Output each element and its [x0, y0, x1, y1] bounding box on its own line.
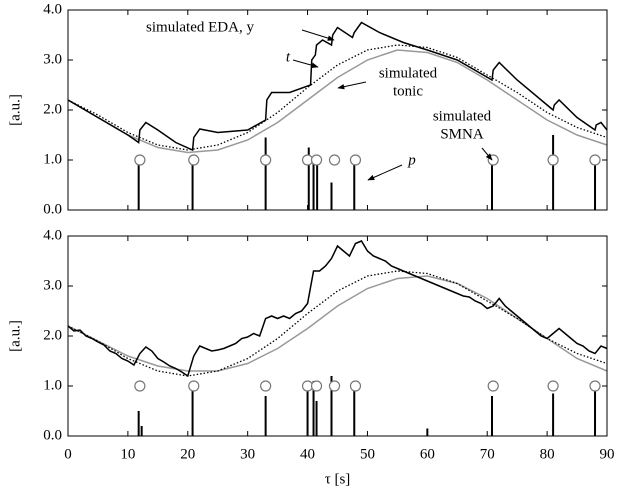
- line: [67, 49, 608, 154]
- y-tick-label: 0.0: [43, 201, 62, 217]
- y-tick-label: 3.0: [43, 51, 62, 67]
- annotation: t: [286, 49, 291, 65]
- event-marker: [349, 380, 362, 392]
- event-marker: [310, 380, 323, 392]
- x-tick-label: 10: [120, 446, 135, 462]
- x-tick-label: 40: [300, 446, 315, 462]
- event-marker: [310, 154, 323, 166]
- x-tick-label: 80: [540, 446, 555, 462]
- plot-frame: [67, 9, 608, 211]
- event-marker: [487, 380, 499, 392]
- annotation: SMNA: [440, 126, 484, 142]
- event-marker: [328, 380, 341, 392]
- event-marker: [589, 380, 601, 392]
- y-axis-label: [a.u.]: [7, 320, 23, 352]
- event-marker: [260, 380, 272, 392]
- y-tick-label: 1.0: [43, 377, 62, 393]
- y-tick-label: 4.0: [43, 227, 62, 243]
- plot-frame: [67, 235, 608, 437]
- event-marker: [134, 154, 146, 166]
- y-tick-label: 2.0: [43, 101, 62, 117]
- line: [67, 21, 608, 152]
- event-marker: [328, 154, 341, 166]
- annotation-arrow: [481, 147, 493, 161]
- event-marker: [547, 154, 559, 166]
- annotation: simulated EDA, y: [146, 19, 254, 35]
- annotation-arrow: [367, 164, 403, 181]
- y-tick-label: 4.0: [43, 1, 62, 17]
- x-tick-label: 0: [64, 446, 72, 462]
- annotation-arrow: [337, 81, 367, 90]
- x-axis-label: τ [s]: [325, 471, 351, 487]
- annotation: p: [407, 152, 416, 168]
- event-marker: [134, 380, 146, 392]
- line: [67, 240, 608, 378]
- y-tick-label: 3.0: [43, 277, 62, 293]
- y-tick-label: 1.0: [43, 151, 62, 167]
- event-marker: [188, 380, 200, 392]
- event-marker: [188, 154, 200, 166]
- y-tick-label: 2.0: [43, 327, 62, 343]
- event-marker: [260, 154, 272, 166]
- x-tick-label: 70: [480, 446, 495, 462]
- y-tick-label: 0.0: [43, 427, 62, 443]
- annotation-arrow: [301, 29, 335, 41]
- x-tick-label: 60: [420, 446, 435, 462]
- annotation-arrow: [292, 59, 319, 68]
- x-tick-label: 90: [600, 446, 615, 462]
- line: [67, 44, 608, 151]
- x-tick-label: 50: [360, 446, 375, 462]
- event-marker: [547, 380, 559, 392]
- annotation: simulated: [379, 65, 438, 81]
- annotation: simulated: [433, 108, 492, 124]
- annotation: tonic: [393, 83, 423, 99]
- y-axis-label: [a.u.]: [7, 94, 23, 126]
- event-marker: [589, 154, 601, 166]
- x-tick-label: 20: [180, 446, 195, 462]
- line: [67, 270, 608, 377]
- event-marker: [349, 154, 362, 166]
- x-tick-label: 30: [240, 446, 255, 462]
